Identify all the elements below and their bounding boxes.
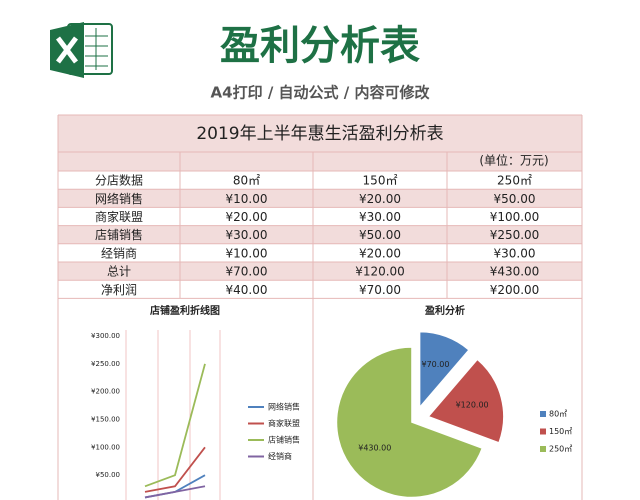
data-label: ¥120.00	[456, 401, 489, 410]
line-series	[144, 363, 206, 488]
legend-label: 80㎡	[549, 410, 567, 419]
line-series	[144, 485, 206, 499]
data-label: ¥430.00	[358, 443, 391, 452]
excel-icon	[50, 22, 113, 78]
data-label: ¥70.00	[421, 360, 449, 369]
page-subtitle: A4打印 / 自动公式 / 内容可修改	[211, 84, 431, 102]
legend-label: 商家联盟	[268, 418, 300, 428]
table-row-bg	[58, 225, 582, 244]
table-cell: ¥40.00	[226, 283, 268, 297]
table-row-bg	[58, 207, 582, 226]
page-title: 盈利分析表	[220, 23, 420, 69]
table-cell: ¥20.00	[359, 246, 401, 260]
table-row-bg	[58, 171, 582, 190]
legend-label: 网络销售	[268, 402, 300, 412]
line-series	[144, 446, 206, 493]
legend-label: 店铺销售	[268, 435, 300, 445]
table-cell: ¥70.00	[226, 265, 268, 279]
legend-swatch	[540, 411, 546, 417]
chart-title: 盈利分析	[424, 304, 465, 317]
table-cell: ¥430.00	[490, 265, 540, 279]
table-cell: 总计	[107, 265, 131, 279]
table-title: 2019年上半年惠生活盈利分析表	[196, 124, 443, 144]
table-row-bg	[58, 262, 582, 281]
table-row-bg	[58, 280, 582, 299]
table-cell: ¥50.00	[359, 228, 401, 242]
table-cell: ¥70.00	[359, 283, 401, 297]
legend-label: 经销商	[268, 451, 292, 461]
table-cell: 经销商	[101, 245, 137, 260]
table-row-bg	[58, 189, 582, 208]
pie-slice	[427, 358, 505, 444]
y-tick-label: ¥250.00	[91, 360, 120, 368]
table-cell: 250㎡	[497, 174, 532, 188]
table-cell: ¥20.00	[226, 210, 268, 224]
table: 2019年上半年惠生活盈利分析表 (单位：万元)	[58, 115, 582, 171]
table-cell: ¥10.00	[226, 192, 268, 206]
table-cell: ¥50.00	[494, 192, 536, 206]
table-header-bg	[58, 115, 582, 171]
table-cell: ¥200.00	[490, 283, 540, 297]
table-cell: 网络销售	[95, 191, 143, 206]
legend-label: 250㎡	[549, 445, 572, 454]
table-cell: ¥30.00	[226, 228, 268, 242]
chart-title: 店铺盈利折线图	[150, 304, 220, 317]
pie-slice	[336, 346, 483, 498]
y-tick-label: ¥300.00	[91, 332, 120, 340]
table-cell: ¥10.00	[226, 246, 268, 260]
table-cell: ¥250.00	[490, 228, 540, 242]
table-cell: ¥20.00	[359, 192, 401, 206]
legend-label: 150㎡	[549, 427, 572, 436]
pie-slice	[419, 331, 470, 409]
table-cell: 150㎡	[363, 174, 398, 188]
table-cell: 商家联盟	[95, 209, 143, 224]
table-cell: ¥120.00	[355, 265, 405, 279]
table-unit: (单位：万元)	[479, 153, 548, 168]
legend-swatch	[540, 446, 546, 452]
table-row-bg	[58, 243, 582, 262]
table-cell: ¥30.00	[494, 246, 536, 260]
table-cell: 店铺销售	[95, 227, 143, 242]
table-cell: ¥100.00	[490, 210, 540, 224]
table-cell: 80㎡	[233, 174, 260, 188]
legend-swatch	[540, 428, 546, 435]
y-tick-label: ¥150.00	[91, 416, 120, 424]
y-tick-label: ¥200.00	[91, 388, 120, 396]
y-tick-label: ¥100.00	[91, 443, 120, 451]
y-tick-label: ¥50.00	[96, 471, 121, 479]
table-cell: ¥30.00	[359, 210, 401, 224]
table-cell: 净利润	[101, 283, 137, 297]
table-cell: 分店数据	[95, 173, 143, 188]
